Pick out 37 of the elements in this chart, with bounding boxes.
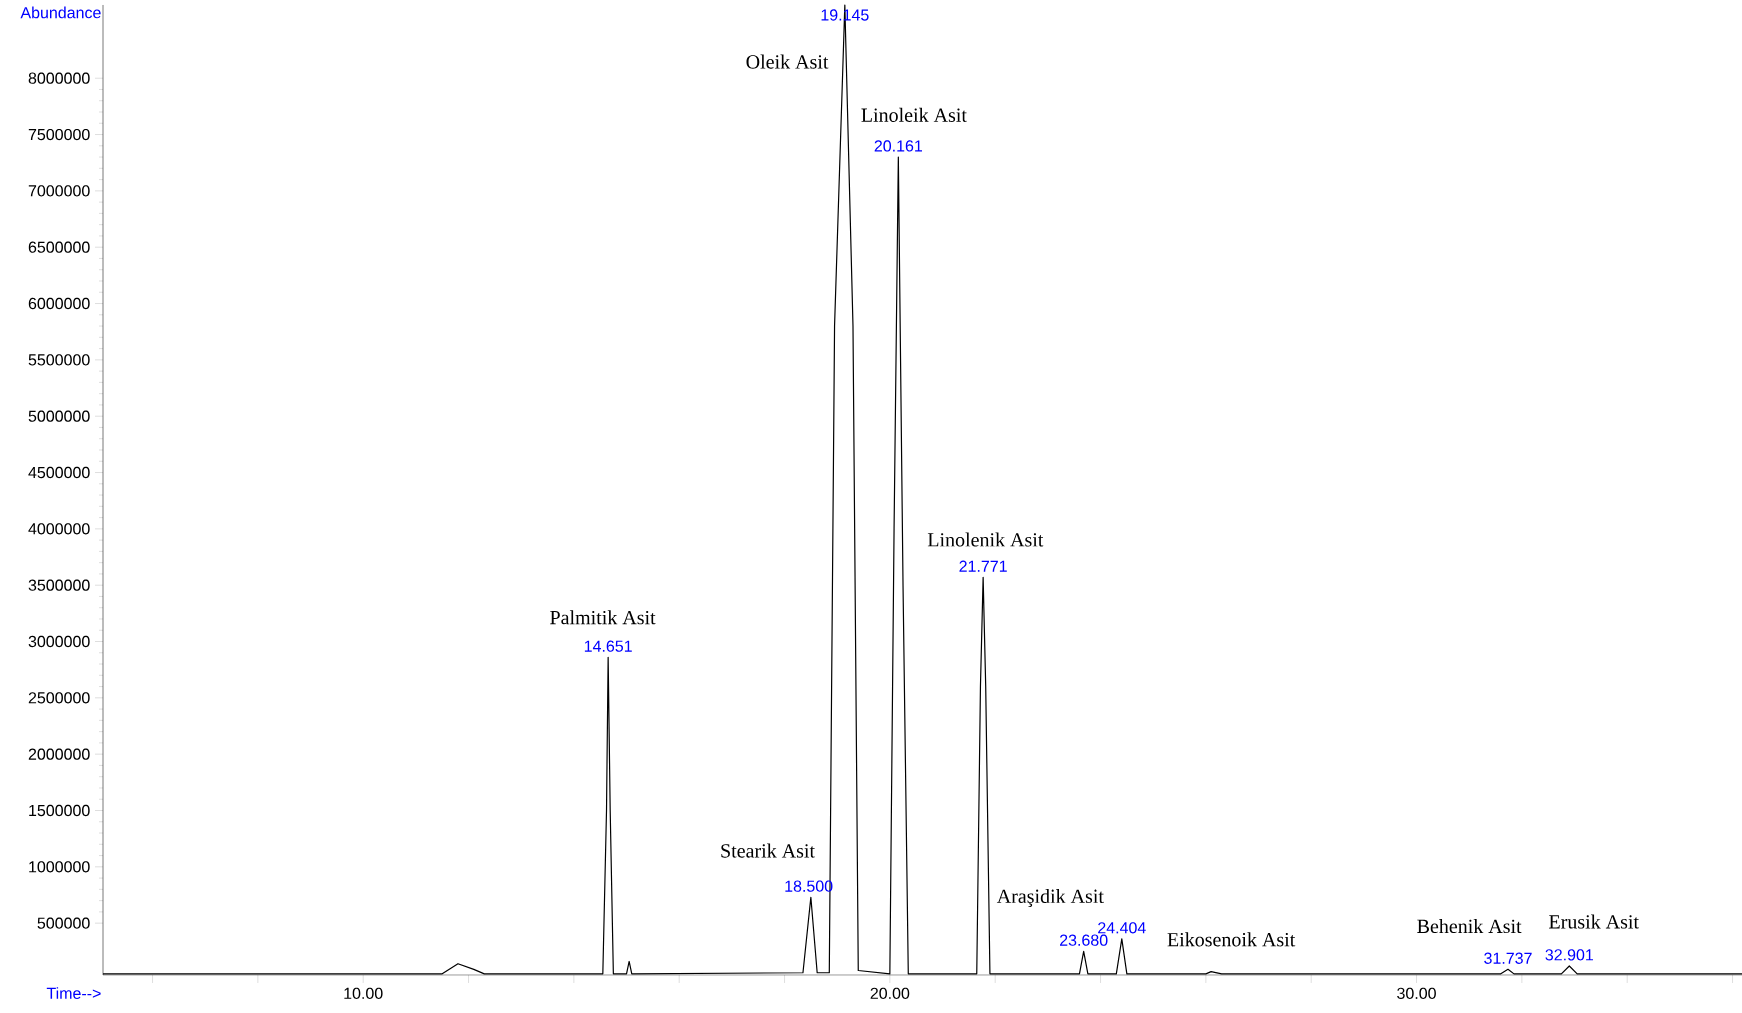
x-tick-label: 30.00 xyxy=(1397,987,1436,1000)
y-tick-label: 3500000 xyxy=(28,579,90,591)
annotation: 31.737 xyxy=(1484,952,1532,964)
y-tick-label: 1000000 xyxy=(29,861,90,873)
annotation: 21.771 xyxy=(959,560,1007,572)
y-tick-label: 7000000 xyxy=(28,185,90,197)
y-tick-label: 8000000 xyxy=(28,72,90,84)
annotation: 14.651 xyxy=(584,640,632,652)
x-tick-label: 10.00 xyxy=(344,987,383,1000)
y-tick-label: 2000000 xyxy=(28,748,90,760)
annotation: Stearik Asit xyxy=(721,843,815,858)
y-tick-label: 6500000 xyxy=(28,241,90,253)
annotation: Araşidik Asit xyxy=(996,888,1104,908)
annotation: Behenik Asit xyxy=(1417,919,1522,934)
y-tick-label: 1500000 xyxy=(29,804,90,817)
y-tick-label: 500000 xyxy=(37,917,90,929)
annotation: 20.161 xyxy=(874,140,923,152)
annotation: 24.404 xyxy=(1098,922,1146,934)
annotation: 32.901 xyxy=(1545,949,1593,961)
annotation: Eikosenoik Asit xyxy=(1167,932,1296,947)
y-tick-label: 5500000 xyxy=(28,354,90,366)
annotation: Oleik Asit xyxy=(746,54,829,69)
x-tick-label: 20.00 xyxy=(870,987,910,1000)
y-tick-label: 7500000 xyxy=(28,128,90,141)
annotation: Erusik Asit xyxy=(1549,914,1639,929)
y-axis-title: Abundance xyxy=(20,6,101,19)
y-tick-label: 4000000 xyxy=(28,523,90,535)
y-tick-label: 5000000 xyxy=(28,410,90,422)
y-tick-label: 6000000 xyxy=(28,297,90,310)
y-tick-label: 3000000 xyxy=(28,635,90,648)
annotation: Palmitik Asit xyxy=(550,610,656,625)
y-tick-label: 2500000 xyxy=(28,692,90,704)
annotation: Linoleik Asit xyxy=(861,107,967,122)
x-axis-title: Time--> xyxy=(46,987,101,999)
y-tick-label: 4500000 xyxy=(28,466,90,479)
annotation: Linolenik Asit xyxy=(927,532,1044,547)
annotation: 23.680 xyxy=(1060,934,1108,946)
